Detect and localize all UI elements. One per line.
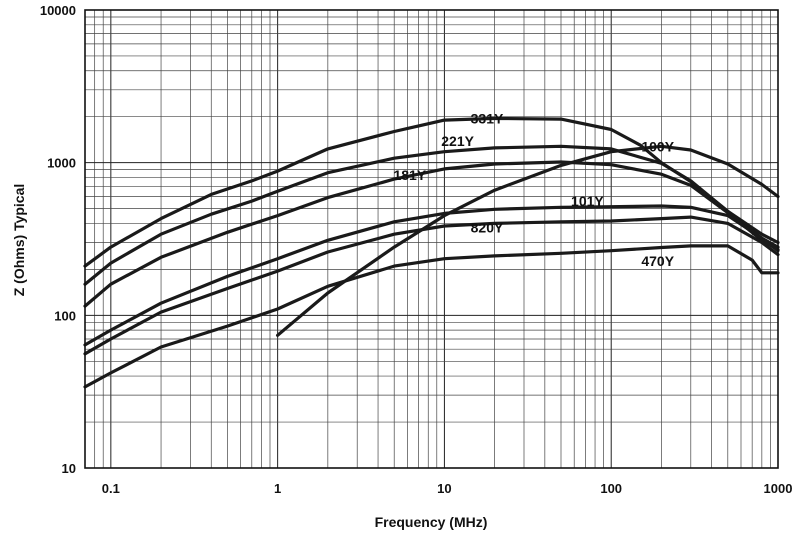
series-line-101y (83, 204, 780, 347)
y-tick-label: 100 (54, 308, 76, 323)
series-lines (83, 116, 780, 389)
series-label-100y: 100Y (641, 139, 674, 155)
series-line-181y (83, 160, 780, 308)
series-label-181y: 181Y (393, 167, 426, 183)
plot-frame (84, 9, 779, 469)
x-tick-label: 1 (274, 481, 281, 496)
x-axis-title: Frequency (MHz) (375, 514, 488, 530)
x-tick-label: 100 (600, 481, 622, 496)
x-tick-label: 1000 (764, 481, 793, 496)
series-line-470y (83, 244, 780, 389)
series-label-101y: 101Y (571, 193, 604, 209)
tick-labels: 0.1 1 10 100 1000 10 100 1000 10000 (40, 3, 793, 496)
series-label-820y: 820Y (471, 219, 504, 235)
series-line-221y (83, 144, 780, 286)
series-line-820y (83, 215, 780, 356)
x-tick-label: 0.1 (102, 481, 120, 496)
series-label-331y: 331Y (471, 111, 504, 127)
series-labels: 331Y 221Y 181Y 100Y 101Y 820Y 470Y (393, 111, 674, 269)
x-tick-label: 10 (437, 481, 451, 496)
y-tick-label: 1000 (47, 156, 76, 171)
series-line-100y (276, 144, 780, 337)
y-tick-label: 10000 (40, 3, 76, 18)
series-label-470y: 470Y (641, 253, 674, 269)
grid (84, 9, 778, 469)
y-axis-title: Z (Ohms) Typical (11, 184, 27, 297)
series-label-221y: 221Y (441, 133, 474, 149)
y-tick-label: 10 (62, 461, 76, 476)
